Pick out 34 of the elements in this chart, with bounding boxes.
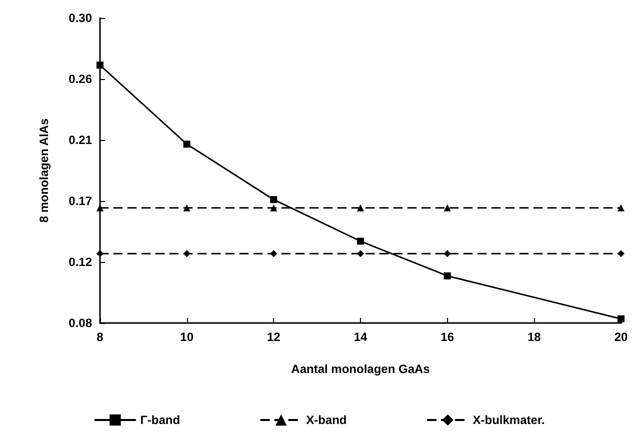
x-tick-label: 8 <box>96 330 104 344</box>
x-tick-label: 12 <box>266 330 281 344</box>
x-tick-label: 20 <box>614 330 628 344</box>
point <box>183 140 190 148</box>
point <box>357 238 364 245</box>
point <box>618 204 624 212</box>
point <box>270 250 278 258</box>
point <box>357 204 364 212</box>
y-tick-label: 0.17 <box>68 194 92 208</box>
y-tick-label: 0.26 <box>68 72 92 86</box>
y-tick-label: 0.08 <box>68 316 92 330</box>
legend-label: Γ-band <box>140 413 180 427</box>
point <box>357 250 364 258</box>
point <box>96 62 104 69</box>
point <box>270 204 278 212</box>
y-tick-label: 0.30 <box>68 11 92 25</box>
point <box>183 250 190 258</box>
point <box>270 196 278 204</box>
y-tick-label: 0.21 <box>68 133 92 147</box>
x-axis-title: Aantal monolagen GaAs <box>291 362 430 376</box>
x-tick-label: 14 <box>354 330 368 344</box>
legend-label: X-bulkmater. <box>472 413 545 427</box>
point <box>444 204 451 212</box>
point <box>183 204 190 212</box>
x-tick-label: 18 <box>527 330 542 344</box>
x-tick-label: 10 <box>180 330 194 344</box>
y-tick-label: 0.12 <box>68 255 92 269</box>
point <box>444 250 451 258</box>
point <box>444 272 451 280</box>
point <box>618 250 624 258</box>
x-tick-label: 16 <box>440 330 454 344</box>
legend-label: X-band <box>306 413 347 427</box>
point <box>96 250 104 258</box>
y-axis-title: 8 monolagen AlAs <box>37 118 51 223</box>
